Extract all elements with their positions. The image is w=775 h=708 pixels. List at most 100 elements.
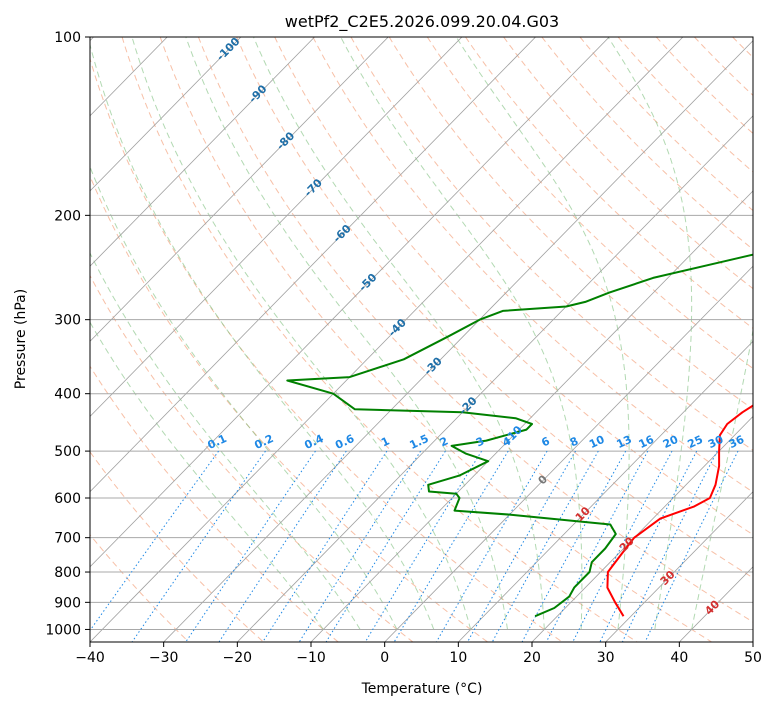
mixing-ratio-label: 25 <box>686 433 705 451</box>
isotherm-line <box>90 37 315 267</box>
mixing-ratio-label: 2 <box>438 434 450 449</box>
mixing-ratio-label: 13 <box>615 433 634 451</box>
y-axis-label: Pressure (hPa) <box>13 289 29 389</box>
isotherm-line <box>310 190 753 642</box>
mixing-ratio-label: 1.5 <box>408 432 431 452</box>
y-tick-label: 200 <box>54 208 81 224</box>
dry-adiabat-line <box>655 37 753 135</box>
mixing-ratio-line <box>393 450 509 642</box>
dry-adiabat-line <box>617 37 753 173</box>
mixing-ratio-label: 0.1 <box>206 432 229 452</box>
mixing-ratio-label: 8 <box>568 434 580 449</box>
dry-adiabat-line <box>350 37 753 451</box>
x-tick-label: 50 <box>744 650 762 666</box>
isotherm-line <box>752 641 753 642</box>
isotherm-line <box>458 340 753 642</box>
dry-adiabat-line <box>90 365 339 642</box>
dry-adiabat-line <box>426 37 753 370</box>
y-tick-label: 800 <box>54 565 81 581</box>
mixing-ratio-line <box>599 450 698 642</box>
background-lines <box>90 37 775 642</box>
moist-adiabat-line <box>691 328 753 630</box>
isotherm-line <box>90 37 242 192</box>
y-tick-label: 900 <box>54 595 81 611</box>
moist-adiabat-line <box>455 37 630 630</box>
mixing-ratio-line <box>621 450 718 642</box>
mixing-ratio-label: 1 <box>379 434 391 449</box>
moist-adiabat-line <box>90 42 435 630</box>
isotherm-line <box>384 265 753 642</box>
dry-adiabat-line <box>771 37 775 642</box>
isotherm-line <box>90 37 610 568</box>
chart-title: wetPf2_C2E5.2026.099.20.04.G03 <box>285 12 559 32</box>
mixing-ratio-line <box>491 450 599 642</box>
isotherm-line <box>163 40 753 642</box>
plot-frame <box>89 36 754 643</box>
mixing-ratio-label: 20 <box>661 433 681 451</box>
mixing-ratio-line <box>218 450 347 642</box>
dry-adiabat-line <box>197 37 753 623</box>
x-tick-label: −10 <box>296 650 326 666</box>
dry-adiabat-line <box>274 37 753 536</box>
moist-adiabat-line <box>253 37 545 630</box>
dry-adiabat-line <box>90 175 488 642</box>
x-tick-label: −40 <box>75 650 105 666</box>
profile-series <box>286 253 753 618</box>
dewpoint-profile-line <box>286 253 753 618</box>
isotherm-line <box>605 491 753 642</box>
mixing-ratio-line <box>90 450 220 632</box>
mixing-ratio-label: 3 <box>474 434 486 449</box>
mixing-ratio-line <box>644 450 739 642</box>
dry-adiabat-line <box>236 37 753 579</box>
mixing-ratio-label: 30 <box>706 433 726 451</box>
dry-adiabat-line <box>90 533 190 642</box>
isotherm-line <box>679 566 753 642</box>
moist-adiabat-line <box>90 165 398 630</box>
moist-adiabat-line <box>340 37 583 630</box>
y-tick-label: 300 <box>54 313 81 329</box>
mixing-ratio-line <box>435 450 548 642</box>
isotherm-line <box>90 37 536 493</box>
dry-adiabat-line <box>732 37 753 58</box>
x-tick-label: 10 <box>449 650 467 666</box>
dry-adiabat-line <box>579 37 753 212</box>
dry-adiabat-line <box>90 274 414 642</box>
isotherm-line <box>90 37 463 418</box>
dry-adiabat-line <box>541 37 753 251</box>
moist-adiabat-line <box>90 321 324 630</box>
x-tick-label: −30 <box>149 650 179 666</box>
mixing-ratio-line <box>325 450 446 642</box>
x-tick-label: −20 <box>223 650 253 666</box>
x-tick-label: 30 <box>597 650 615 666</box>
x-tick-label: 0 <box>380 650 389 666</box>
moist-adiabat-line <box>131 37 472 630</box>
y-tick-label: 100 <box>54 30 81 46</box>
moist-adiabat-line <box>90 251 361 630</box>
y-tick-label: 600 <box>54 491 81 507</box>
axes: −40 −30 −20 −10 0 10 20 30 40 5010020030040050060… <box>45 30 762 666</box>
moist-adiabat-line <box>607 37 693 630</box>
y-tick-label: 400 <box>54 387 81 403</box>
x-tick-label: 40 <box>670 650 688 666</box>
isotherm-line <box>237 115 753 642</box>
dry-adiabat-line <box>503 37 753 290</box>
mixing-ratio-label: 6 <box>539 434 552 449</box>
temperature-profile-line <box>606 404 753 617</box>
isotherm-line <box>90 37 684 642</box>
dry-adiabat-line <box>159 37 712 642</box>
dry-adiabat-line <box>90 451 264 642</box>
x-tick-label: 20 <box>523 650 541 666</box>
y-tick-label: 1000 <box>45 622 81 638</box>
isotherm-line <box>90 37 389 342</box>
dry-adiabat-line <box>312 37 753 493</box>
y-tick-label: 500 <box>54 444 81 460</box>
mixing-ratio-label: 10 <box>587 433 607 451</box>
x-axis-label: Temperature (°C) <box>361 681 483 697</box>
moist-adiabat-line <box>185 37 508 630</box>
dry-adiabat-line <box>121 37 638 642</box>
mixing-ratio-label: 0.4 <box>302 432 325 452</box>
y-tick-label: 700 <box>54 531 81 547</box>
isotherm-line <box>531 415 753 642</box>
dry-adiabat-line <box>388 37 753 410</box>
